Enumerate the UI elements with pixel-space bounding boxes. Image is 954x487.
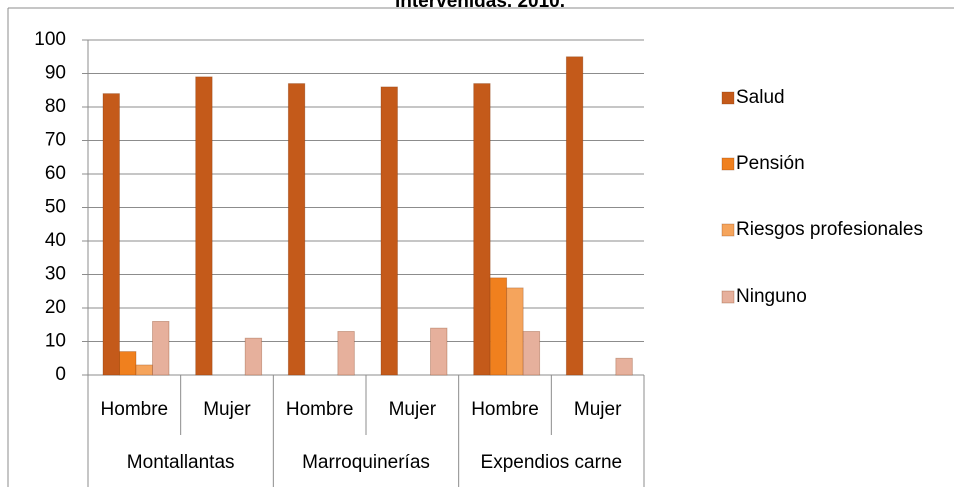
y-tick-label: 10 — [45, 331, 66, 352]
y-tick-label: 80 — [45, 96, 66, 117]
bar — [244, 337, 263, 376]
legend-swatch — [721, 223, 735, 237]
legend-label: Pensión — [736, 153, 805, 174]
bar — [337, 331, 355, 376]
bar — [489, 277, 508, 376]
bar — [195, 76, 213, 376]
y-tick-label: 20 — [45, 297, 66, 318]
y-tick-label: 50 — [45, 197, 66, 218]
x-tick-label: Hombre — [286, 399, 354, 420]
legend-label: Salud — [736, 87, 785, 108]
y-tick-label: 70 — [45, 130, 66, 151]
group-label: Montallantas — [127, 452, 235, 473]
legend-label: Ninguno — [736, 286, 807, 307]
legend-swatch — [721, 290, 735, 304]
chart-title: intervenidas. 2010. — [395, 0, 565, 12]
y-tick-label: 60 — [45, 163, 66, 184]
bar — [430, 327, 448, 376]
x-tick-label: Hombre — [471, 399, 539, 420]
legend-swatch — [721, 91, 735, 105]
bar — [287, 83, 306, 376]
bar — [135, 364, 153, 376]
x-tick-label: Hombre — [101, 399, 169, 420]
y-tick-label: 30 — [45, 264, 66, 285]
y-tick-label: 0 — [55, 364, 66, 385]
group-label: Expendios carne — [481, 452, 623, 473]
legend-label: Riesgos profesionales — [736, 219, 923, 240]
y-tick-label: 100 — [34, 29, 66, 50]
group-label: Marroquinerías — [302, 452, 430, 473]
bar — [506, 287, 524, 376]
bar — [473, 83, 491, 376]
x-tick-label: Mujer — [389, 399, 437, 420]
bar — [615, 357, 633, 376]
bar — [119, 351, 137, 376]
bar — [102, 93, 120, 376]
x-tick-label: Mujer — [574, 399, 622, 420]
bar — [522, 331, 541, 376]
bar — [565, 56, 584, 376]
y-tick-label: 90 — [45, 63, 66, 84]
bar — [380, 86, 398, 376]
x-tick-label: Mujer — [203, 399, 251, 420]
bar — [152, 320, 170, 376]
legend-swatch — [721, 157, 735, 171]
y-tick-label: 40 — [45, 230, 66, 251]
